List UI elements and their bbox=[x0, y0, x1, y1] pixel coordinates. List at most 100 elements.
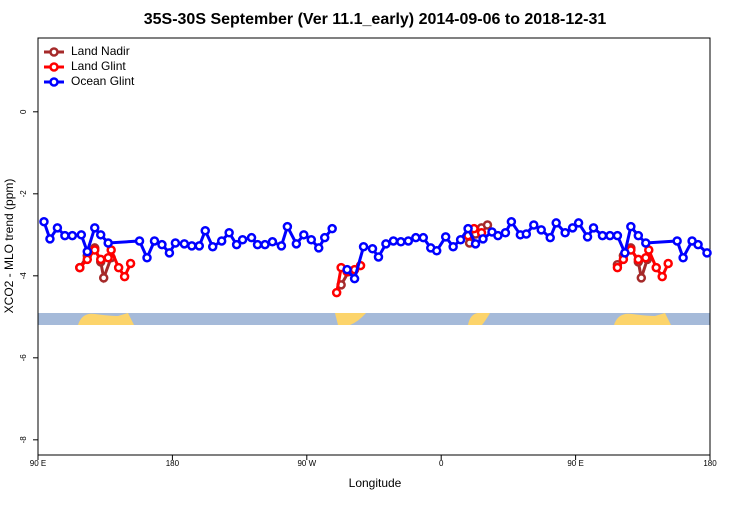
point bbox=[187, 241, 197, 251]
point bbox=[76, 230, 87, 240]
point bbox=[463, 223, 473, 234]
point bbox=[403, 236, 414, 246]
point bbox=[396, 237, 406, 247]
point bbox=[551, 218, 561, 228]
point bbox=[388, 236, 399, 246]
land-blob bbox=[614, 313, 671, 325]
point bbox=[440, 232, 451, 242]
point bbox=[149, 236, 160, 246]
point bbox=[521, 229, 532, 239]
x-tick-label: 180 bbox=[166, 459, 180, 468]
point bbox=[216, 236, 227, 246]
point bbox=[636, 273, 647, 283]
point bbox=[327, 223, 337, 234]
point bbox=[282, 221, 293, 232]
land-blob bbox=[78, 313, 134, 325]
point bbox=[45, 234, 55, 244]
point bbox=[663, 258, 673, 269]
point bbox=[455, 234, 466, 245]
legend-swatch bbox=[49, 62, 59, 72]
legend-label: Land Nadir bbox=[71, 44, 130, 58]
land-blob bbox=[468, 313, 490, 325]
point bbox=[313, 243, 324, 253]
point bbox=[306, 234, 317, 245]
point bbox=[194, 241, 205, 251]
point bbox=[252, 239, 263, 250]
point bbox=[60, 230, 70, 241]
point bbox=[431, 246, 442, 256]
land-strip bbox=[38, 313, 710, 325]
point bbox=[506, 216, 517, 227]
point bbox=[493, 230, 503, 241]
point bbox=[597, 230, 608, 241]
x-tick-label: 0 bbox=[439, 459, 444, 468]
point bbox=[342, 264, 352, 275]
chart-title: 35S-30S September (Ver 11.1_early) 2014-… bbox=[144, 11, 607, 28]
point bbox=[98, 273, 109, 283]
point bbox=[67, 230, 78, 241]
point bbox=[125, 258, 136, 269]
point bbox=[373, 252, 384, 262]
point bbox=[657, 271, 667, 282]
point bbox=[641, 253, 651, 263]
point bbox=[633, 230, 644, 241]
point bbox=[319, 232, 330, 243]
point bbox=[95, 230, 106, 240]
y-tick-label: -4 bbox=[19, 272, 28, 280]
point bbox=[89, 223, 100, 233]
point bbox=[179, 239, 190, 249]
point bbox=[582, 232, 593, 242]
point bbox=[237, 234, 248, 245]
point bbox=[567, 223, 578, 233]
point bbox=[651, 262, 661, 273]
point bbox=[200, 225, 211, 236]
point bbox=[207, 241, 218, 252]
point bbox=[75, 262, 85, 273]
legend-label: Ocean Glint bbox=[71, 74, 135, 88]
point bbox=[52, 223, 63, 233]
point bbox=[267, 237, 278, 247]
point bbox=[536, 225, 547, 235]
point bbox=[612, 230, 623, 241]
point bbox=[588, 223, 599, 233]
point bbox=[626, 221, 636, 232]
point bbox=[633, 254, 644, 265]
point bbox=[103, 238, 113, 248]
point bbox=[134, 236, 145, 246]
legend-label: Land Glint bbox=[71, 59, 126, 73]
series-line bbox=[78, 226, 670, 293]
point bbox=[349, 273, 360, 284]
point bbox=[113, 262, 124, 273]
point bbox=[246, 232, 257, 243]
point bbox=[164, 248, 175, 258]
point bbox=[39, 216, 49, 227]
point bbox=[367, 244, 378, 254]
plot-frame bbox=[37, 37, 711, 456]
point bbox=[299, 230, 309, 240]
point bbox=[612, 262, 623, 273]
y-tick-label: -8 bbox=[19, 436, 28, 444]
point bbox=[500, 228, 511, 238]
point bbox=[620, 248, 630, 258]
x-tick-label: 90 E bbox=[30, 459, 46, 468]
point bbox=[82, 246, 93, 257]
point bbox=[529, 220, 539, 230]
point bbox=[418, 232, 429, 243]
point bbox=[276, 241, 287, 251]
point bbox=[157, 239, 167, 250]
legend-swatch bbox=[49, 77, 59, 87]
point bbox=[103, 253, 113, 263]
point bbox=[224, 228, 234, 238]
point bbox=[119, 271, 130, 282]
ocean-band bbox=[38, 313, 710, 325]
point bbox=[331, 287, 342, 298]
land-blob bbox=[335, 313, 366, 325]
point bbox=[478, 234, 488, 244]
point bbox=[672, 236, 682, 246]
point bbox=[411, 232, 421, 243]
point bbox=[545, 232, 555, 243]
legend-swatch bbox=[49, 47, 59, 57]
y-axis-label: XCO2 - MLO trend (ppm) bbox=[2, 179, 16, 314]
